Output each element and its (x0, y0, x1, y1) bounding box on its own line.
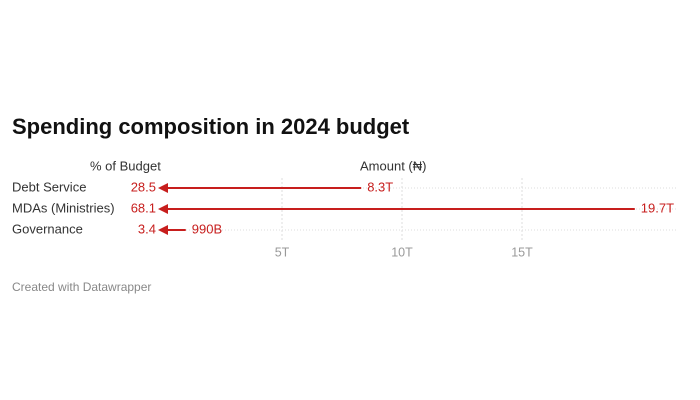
amount-label: 990B (192, 221, 222, 236)
x-tick-label: 15T (511, 245, 533, 259)
column-header: % of Budget (90, 158, 161, 173)
percent-label: 3.4 (138, 221, 156, 236)
percent-label: 28.5 (131, 179, 156, 194)
x-tick-label: 5T (275, 245, 290, 259)
x-tick-label: 10T (391, 245, 413, 259)
amount-label: 19.7T (641, 200, 674, 215)
footer: Created with Datawrapper (12, 280, 151, 294)
category-label: Debt Service (12, 179, 86, 194)
percent-label: 68.1 (131, 200, 156, 215)
category-label: Governance (12, 221, 83, 236)
chart-title: Spending composition in 2024 budget (12, 114, 410, 139)
amount-label: 8.3T (367, 179, 393, 194)
category-label: MDAs (Ministries) (12, 200, 115, 215)
column-header: Amount (₦) (360, 158, 426, 173)
